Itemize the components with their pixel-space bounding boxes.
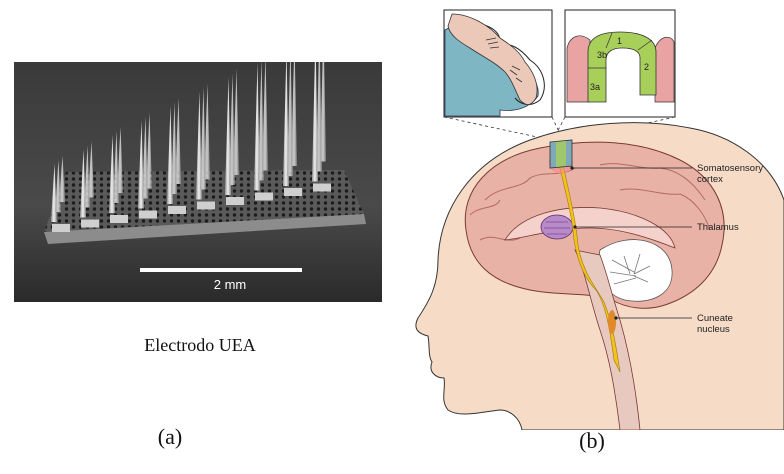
inset-brain-hand [443, 9, 553, 118]
electrode-pad [52, 224, 70, 232]
electrode-needle [196, 91, 202, 200]
electrode-needle [146, 112, 152, 189]
electrode-pad [313, 183, 331, 192]
electrode-needle [258, 62, 264, 181]
electrode-needle [262, 62, 268, 171]
cuneate-nucleus-label: Cuneate nucleus [697, 313, 733, 335]
figure-caption-a: Electrodo UEA [144, 335, 256, 355]
electrode-pad [255, 192, 273, 201]
needle-array [51, 62, 331, 232]
electrode-array-image [14, 62, 382, 302]
electrode-needle [225, 77, 231, 195]
scale-bar-label: 2 mm [213, 277, 247, 292]
electrode-needle [117, 127, 123, 193]
electrode-pad [226, 197, 244, 205]
cuneate-nucleus-line1: Cuneate [697, 313, 733, 324]
electrode-needle [138, 120, 144, 209]
electrode-needle [287, 62, 293, 176]
area-3a-label: 3a [590, 82, 600, 92]
panel-label-a: (a) [157, 424, 183, 449]
somatosensory-cortex-line1: Somatosensory [697, 163, 764, 174]
electrode-needle [233, 69, 239, 175]
cuneate-nucleus [608, 310, 616, 334]
panel-label-b: (b) [579, 428, 605, 453]
callout-lines [572, 167, 692, 319]
somatosensory-cortex-line2: cortex [697, 174, 723, 185]
sensory-pathway [557, 159, 621, 373]
brainstem [574, 249, 641, 430]
electrode-needle [59, 156, 65, 202]
electrode-needle [175, 98, 181, 184]
electrode-needle [283, 62, 289, 186]
somatosensory-pathway-diagram: 3b 1 2 3a [415, 9, 784, 430]
electrode-needle [254, 62, 260, 191]
electrode-pad [168, 206, 186, 214]
electrode-needle [200, 87, 206, 190]
electrode-pad [81, 219, 99, 228]
inset-connectors [443, 116, 676, 141]
electrode-pad [139, 210, 157, 219]
somatosensory-cortex-label: Somatosensory cortex [697, 163, 763, 185]
electrode-needle [291, 62, 297, 166]
electrode-needle [88, 141, 94, 198]
electrode-pad [110, 215, 128, 223]
thalamus [540, 214, 574, 240]
electrode-needle [167, 106, 173, 204]
cortex-implant-block [549, 139, 573, 174]
electrode-pad [197, 201, 215, 210]
thalamus-label: Thalamus [697, 222, 739, 233]
area-2-label: 2 [644, 62, 649, 72]
electrode-needle [320, 62, 326, 162]
inset-cortex-areas: 3b 1 2 3a [564, 9, 676, 118]
area-3b-label: 3b [597, 50, 607, 60]
electrode-needle [229, 73, 235, 185]
scale-bar [140, 268, 302, 272]
electrode-photo: 2 mm [14, 62, 382, 302]
electrode-needle [204, 83, 210, 180]
area-1-label: 1 [617, 36, 622, 46]
electrode-needle [171, 102, 177, 194]
electrode-pad [284, 188, 302, 196]
cuneate-nucleus-line2: nucleus [697, 324, 730, 335]
